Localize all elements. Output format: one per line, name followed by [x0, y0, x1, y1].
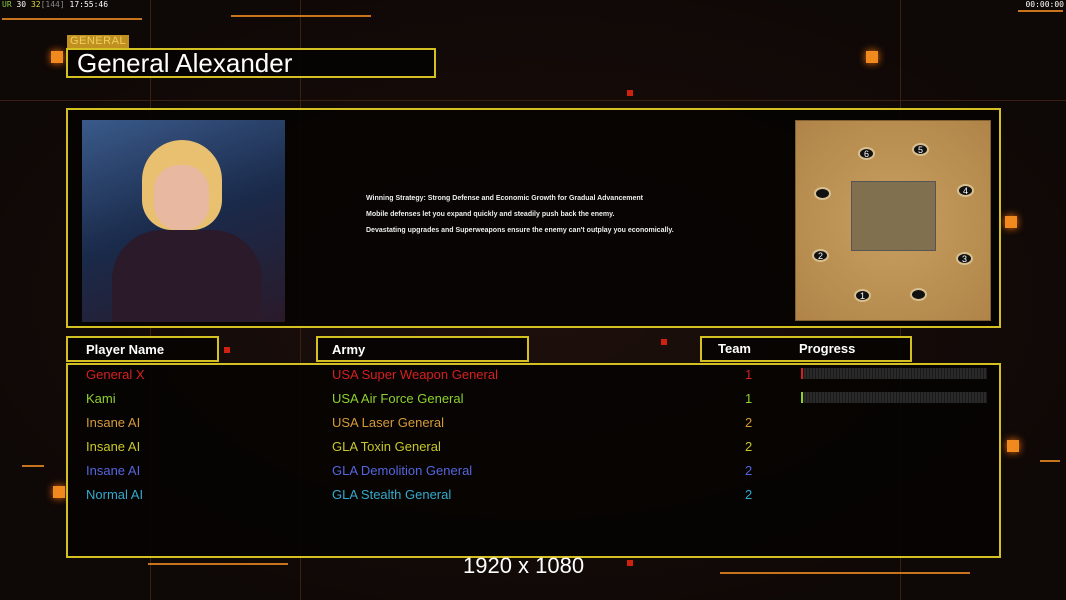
- description-line: Mobile defenses let you expand quickly a…: [366, 211, 615, 218]
- deco-line: [231, 15, 371, 17]
- general-info-panel: Winning Strategy: Strong Defense and Eco…: [66, 108, 1001, 328]
- resolution-label: 1920 x 1080: [463, 553, 585, 578]
- column-header-player[interactable]: Player Name: [66, 336, 219, 362]
- start-position[interactable]: 5: [912, 143, 929, 156]
- empty-position[interactable]: [814, 187, 831, 200]
- player-name: Insane AI: [86, 439, 141, 454]
- player-name: Insane AI: [86, 463, 141, 478]
- deco-square: [51, 51, 63, 63]
- player-row: Kami USA Air Force General 1: [68, 389, 999, 413]
- column-header-team: Team: [718, 341, 751, 356]
- player-row: Insane AI GLA Demolition General 2: [68, 461, 999, 485]
- empty-position[interactable]: [910, 288, 927, 301]
- player-army: USA Laser General: [332, 415, 445, 430]
- column-header-army[interactable]: Army: [316, 336, 529, 362]
- grid-line: [0, 100, 1066, 101]
- deco-square: [866, 51, 878, 63]
- start-position[interactable]: 6: [858, 147, 875, 160]
- progress-fill: [801, 392, 803, 403]
- column-header-team-progress[interactable]: Team Progress: [700, 336, 912, 362]
- deco-square: [53, 486, 65, 498]
- column-header-progress: Progress: [799, 341, 856, 356]
- player-row: Insane AI USA Laser General 2: [68, 413, 999, 437]
- deco-line: [22, 465, 44, 467]
- player-row: Insane AI GLA Toxin General 2: [68, 437, 999, 461]
- deco-line: [720, 572, 970, 574]
- player-team: 1: [745, 391, 753, 406]
- player-name: Normal AI: [86, 487, 144, 502]
- deco-square: [627, 90, 633, 96]
- progress-bar: [801, 368, 987, 379]
- deco-square: [224, 347, 230, 353]
- player-team: 1: [745, 367, 753, 382]
- deco-line: [2, 18, 142, 20]
- player-army: GLA Demolition General: [332, 463, 473, 478]
- start-position[interactable]: 4: [957, 184, 974, 197]
- player-army: USA Air Force General: [332, 391, 464, 406]
- player-team: 2: [745, 463, 753, 478]
- player-team: 2: [745, 415, 753, 430]
- description-line: Winning Strategy: Strong Defense and Eco…: [366, 195, 643, 202]
- start-position[interactable]: 2: [812, 249, 829, 262]
- deco-line: [148, 563, 288, 565]
- player-name: General X: [86, 367, 145, 382]
- player-team: 2: [745, 487, 753, 502]
- player-name: Kami: [86, 391, 116, 406]
- player-army: GLA Stealth General: [332, 487, 452, 502]
- progress-fill: [801, 368, 803, 379]
- progress-bar: [801, 392, 987, 403]
- player-row: General X USA Super Weapon General 1: [68, 365, 999, 389]
- deco-square: [1005, 216, 1017, 228]
- general-portrait: [82, 120, 285, 322]
- general-title: General Alexander: [66, 48, 436, 78]
- player-name: Insane AI: [86, 415, 141, 430]
- deco-square: [627, 560, 633, 566]
- deco-line: [1018, 10, 1063, 12]
- general-description: Winning Strategy: Strong Defense and Eco…: [366, 194, 696, 242]
- player-army: GLA Toxin General: [332, 439, 441, 454]
- game-timer: 00:00:00: [1025, 0, 1064, 9]
- player-army: USA Super Weapon General: [332, 367, 498, 382]
- player-team: 2: [745, 439, 753, 454]
- deco-line: [1040, 460, 1060, 462]
- player-list: General X USA Super Weapon General 1 Kami…: [66, 363, 1001, 558]
- fps-counter: UR 30 32[144] 17:55:46: [2, 0, 109, 9]
- deco-square: [1007, 440, 1019, 452]
- start-position[interactable]: 3: [956, 252, 973, 265]
- general-tag: GENERAL: [67, 35, 130, 48]
- description-line: Devastating upgrades and Superweapons en…: [366, 227, 674, 234]
- deco-square: [661, 339, 667, 345]
- map-preview[interactable]: 6 5 4 2 3 1: [795, 120, 991, 321]
- player-row: Normal AI GLA Stealth General 2: [68, 485, 999, 509]
- start-position[interactable]: 1: [854, 289, 871, 302]
